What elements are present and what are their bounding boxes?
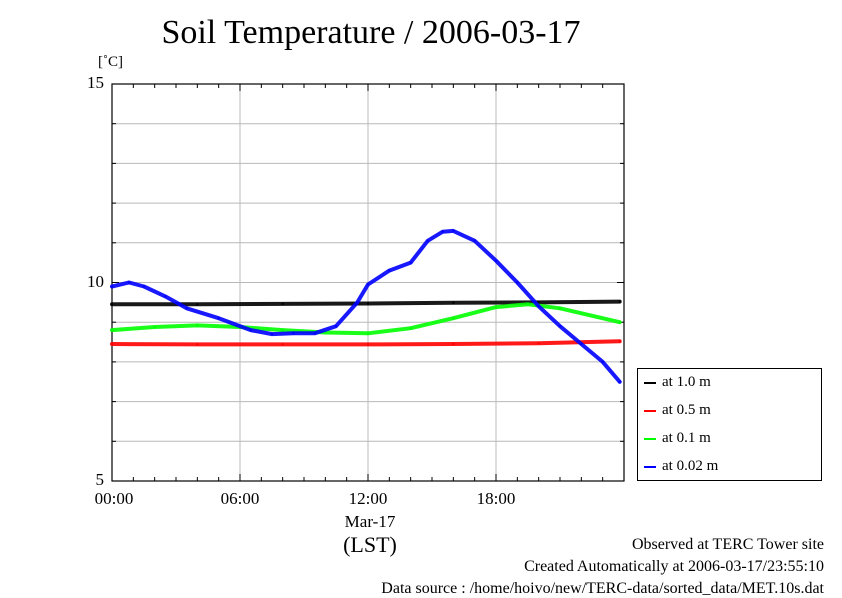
data-point: [196, 343, 199, 346]
data-point: [618, 380, 621, 383]
data-point: [110, 342, 114, 346]
data-point: [366, 283, 370, 286]
data-point: [366, 343, 370, 346]
data-point: [110, 285, 114, 288]
legend-label: at 0.5 m: [662, 402, 711, 418]
data-point: [366, 332, 370, 335]
data-point: [452, 301, 455, 304]
data-point: [110, 328, 114, 332]
data-point: [281, 343, 284, 346]
series-line-at-0-02-m: [110, 228, 622, 384]
x-tick-label: 12:00: [348, 489, 388, 508]
data-point: [558, 324, 562, 328]
data-point: [441, 230, 444, 233]
data-point: [164, 295, 167, 298]
chart-title: Soil Temperature / 2006-03-17: [161, 14, 581, 51]
y-tick-label: 10: [87, 271, 104, 291]
y-tick-label: 15: [87, 73, 104, 92]
data-point: [249, 328, 252, 332]
date-label: Mar-17: [344, 512, 396, 531]
legend-label: at 0.1 m: [662, 430, 711, 446]
data-point: [580, 342, 583, 346]
data-point: [452, 342, 455, 346]
data-point: [388, 269, 391, 272]
data-point: [110, 303, 114, 306]
data-point: [618, 340, 621, 343]
data-point: [409, 261, 412, 264]
data-point: [618, 321, 621, 324]
data-point: [452, 317, 455, 320]
footer-created: Created Automatically at 2006-03-17/23:5…: [524, 558, 824, 575]
data-point: [127, 281, 131, 284]
footer-site: Observed at TERC Tower site: [631, 536, 824, 553]
data-point: [537, 342, 540, 345]
data-point: [292, 332, 295, 335]
data-point: [558, 307, 562, 310]
legend-swatch: [644, 381, 656, 384]
x-tick-label: 18:00: [476, 489, 516, 508]
legend-item: at 0.5 m: [644, 402, 711, 419]
legend-item: at 1.0 m: [644, 374, 711, 391]
data-point: [526, 303, 530, 306]
legend-label: at 0.02 m: [662, 458, 719, 474]
legend: at 1.0 m at 0.5 m at 0.1 m at 0.02 m: [637, 368, 822, 481]
data-point: [313, 332, 316, 335]
legend-swatch: [644, 437, 656, 440]
data-point: [334, 324, 338, 328]
legend-item: at 0.02 m: [644, 458, 718, 475]
data-point: [473, 239, 476, 243]
legend-swatch: [644, 465, 656, 468]
data-point: [185, 307, 188, 310]
x-tick-label: 06:00: [220, 489, 260, 508]
legend-label: at 1.0 m: [662, 374, 711, 390]
data-point: [409, 326, 412, 330]
series-line-at-1-0-m: [110, 299, 622, 307]
x-axis-label: (LST): [343, 532, 397, 557]
data-point: [494, 305, 498, 309]
data-point: [426, 239, 429, 243]
legend-swatch: [644, 409, 656, 412]
data-point: [281, 328, 284, 332]
data-point: [494, 259, 498, 262]
x-tick-label: 00:00: [94, 489, 134, 508]
data-point: [196, 303, 199, 306]
data-point: [366, 302, 370, 305]
series-line-at-0-5-m: [110, 339, 622, 347]
data-point: [537, 305, 540, 308]
data-point: [356, 301, 359, 304]
data-point: [196, 324, 199, 327]
data-point: [217, 317, 220, 320]
footer-source: Data source : /home/hoivo/new/TERC-data/…: [381, 580, 824, 597]
legend-item: at 0.1 m: [644, 430, 711, 447]
data-point: [281, 302, 284, 306]
data-point: [601, 360, 604, 364]
data-point: [452, 229, 455, 233]
y-tick-label: 5: [95, 470, 105, 489]
data-point: [270, 332, 274, 336]
data-point: [516, 281, 519, 284]
y-axis-unit: [˚C]: [98, 54, 123, 70]
data-point: [618, 300, 621, 303]
data-point: [153, 325, 156, 329]
data-point: [142, 285, 146, 288]
